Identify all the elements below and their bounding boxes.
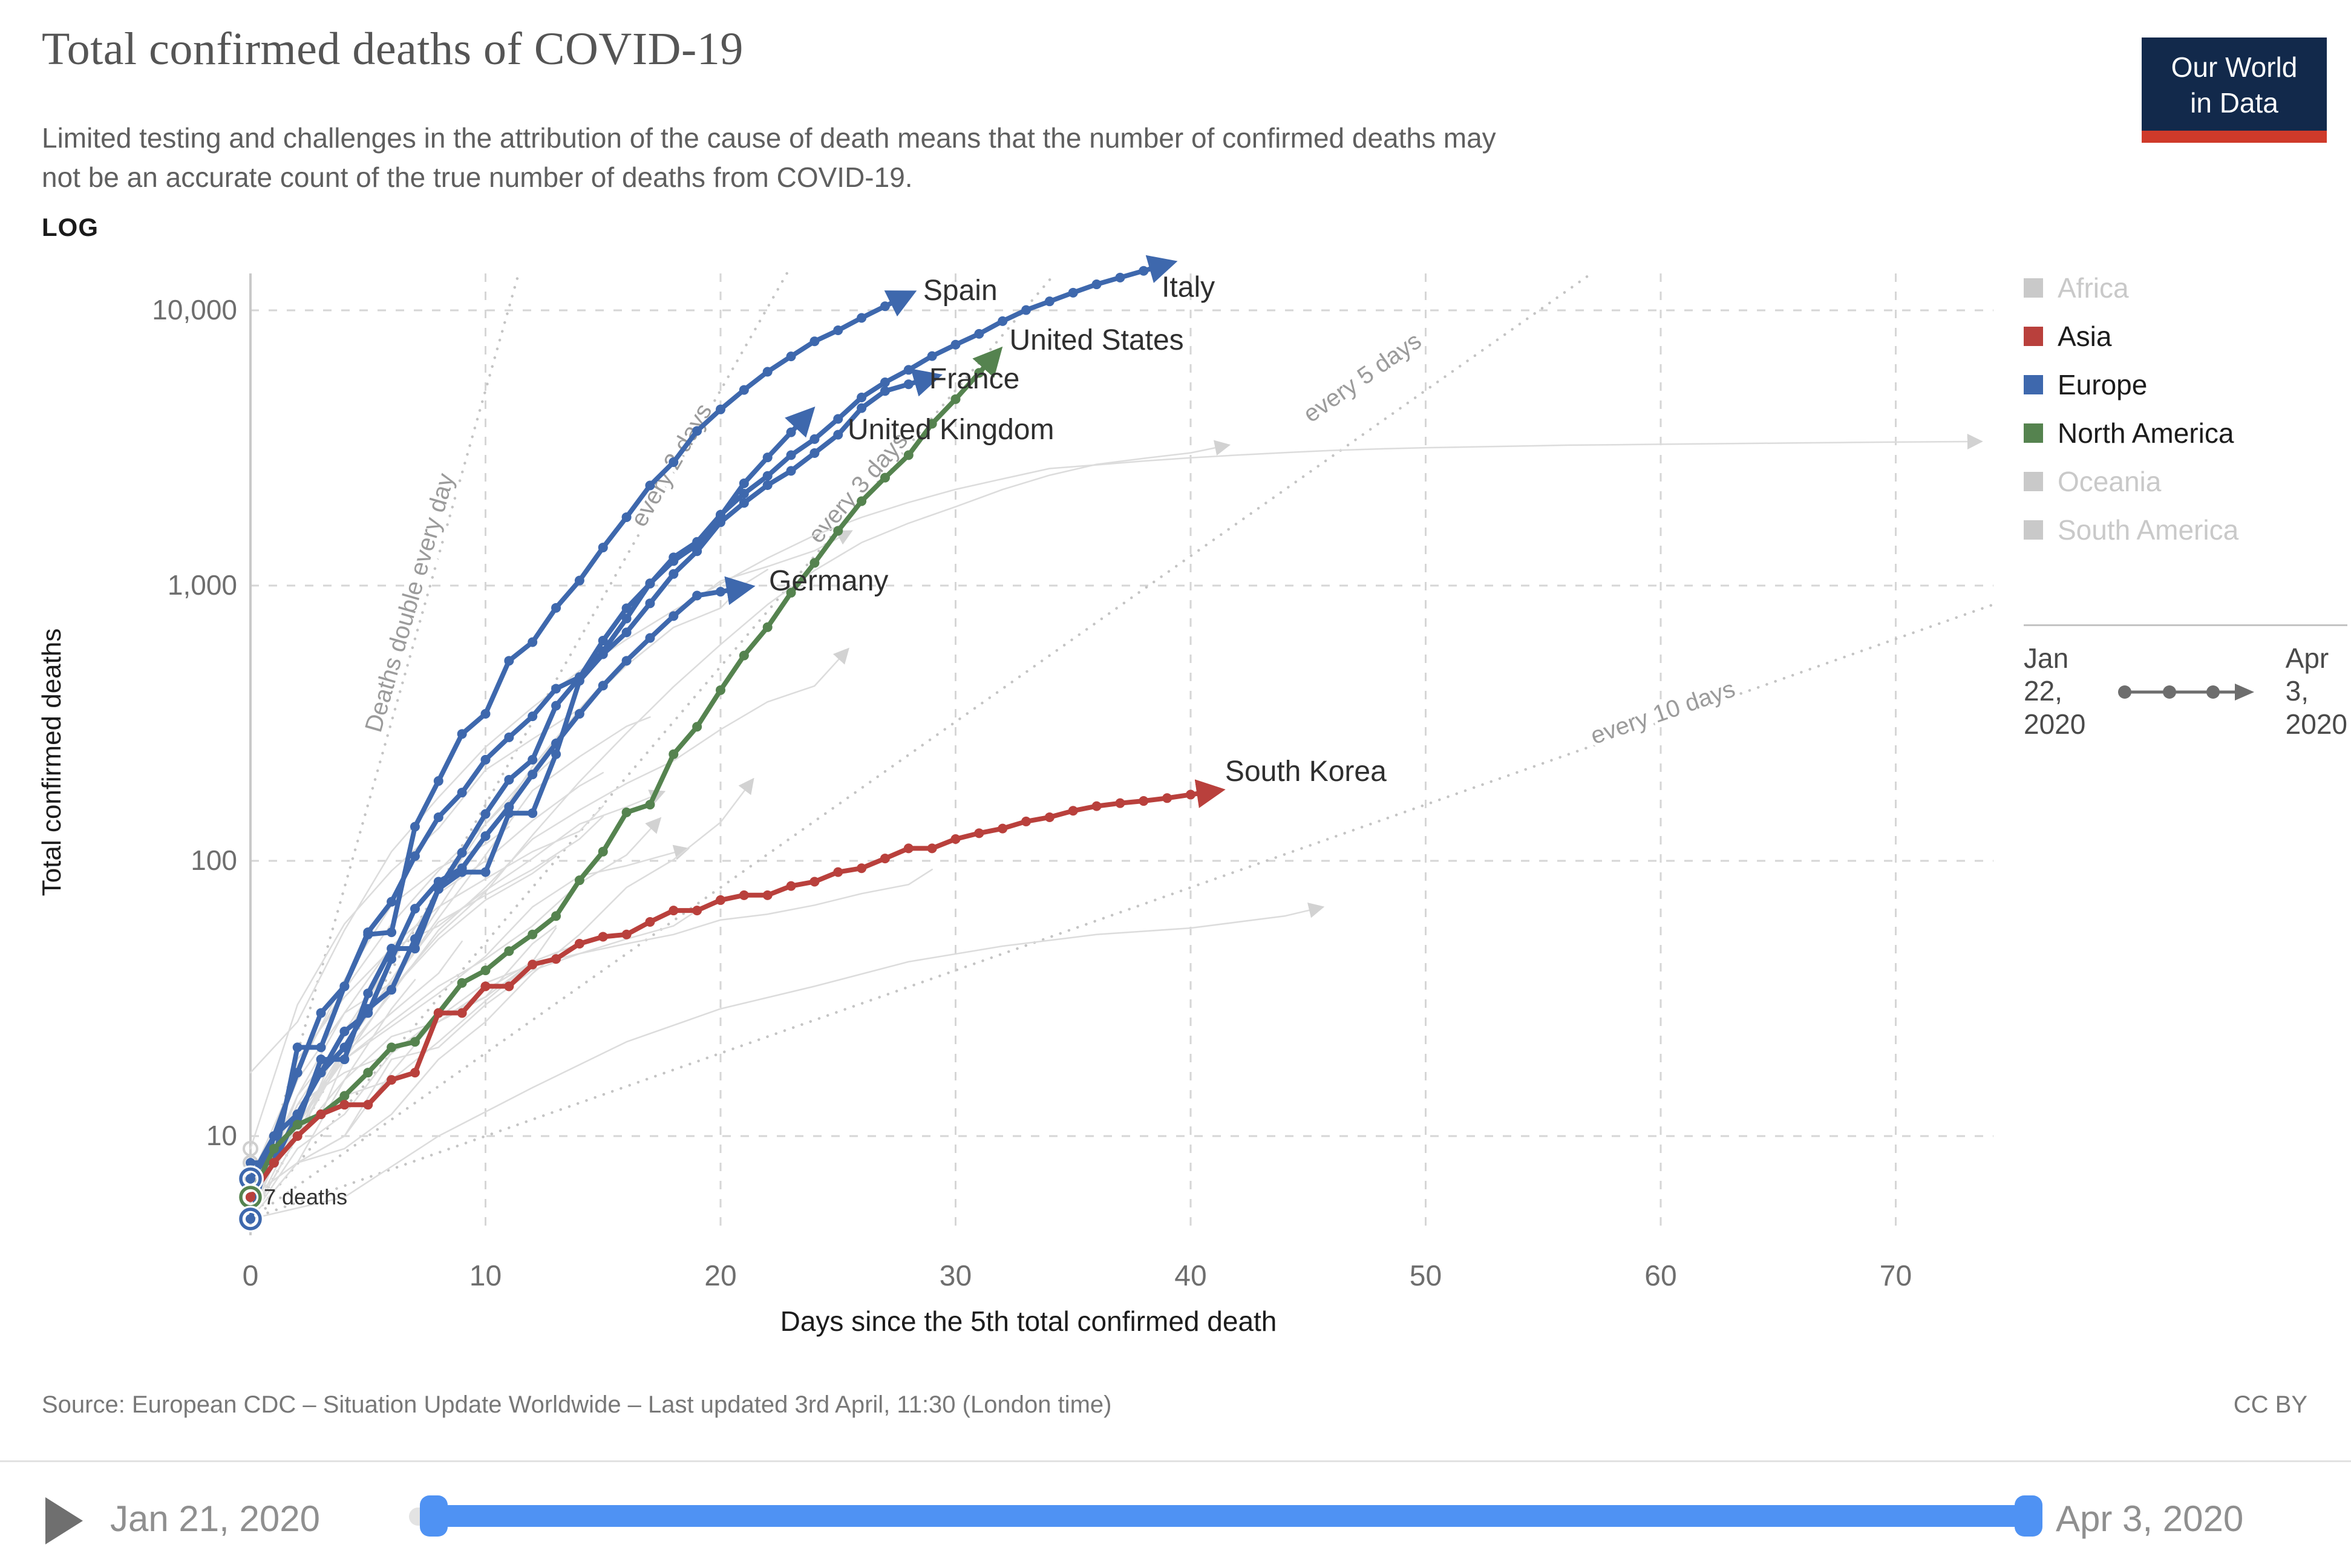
legend-swatch-icon bbox=[2024, 327, 2043, 346]
country-line-china[interactable] bbox=[249, 433, 1983, 1074]
country-line-dominican-republic[interactable] bbox=[249, 940, 463, 1220]
series-south-korea[interactable] bbox=[246, 779, 1226, 1202]
series-label-south-korea: South Korea bbox=[1225, 756, 1387, 788]
subtitle-line-1: Limited testing and challenges in the at… bbox=[42, 122, 1496, 154]
legend-item-label: Asia bbox=[2058, 321, 2112, 352]
country-line-japan[interactable] bbox=[249, 903, 1325, 1220]
series-label-italy: Italy bbox=[1162, 272, 1215, 304]
country-line-switzerland[interactable] bbox=[249, 647, 849, 1220]
owid-logo[interactable]: Our World in Data bbox=[2142, 38, 2327, 143]
series-germany[interactable] bbox=[246, 576, 756, 1202]
series-label-spain: Spain bbox=[923, 275, 998, 307]
legend-item-label: North America bbox=[2058, 417, 2234, 449]
country-line-austria[interactable] bbox=[249, 805, 604, 1198]
legend-divider bbox=[2024, 624, 2347, 626]
legend-item-label: Europe bbox=[2058, 369, 2148, 400]
x-tick-label: 30 bbox=[940, 1260, 972, 1292]
country-line-malaysia[interactable] bbox=[249, 936, 604, 1220]
country-line-egypt[interactable] bbox=[249, 909, 698, 1198]
play-button[interactable] bbox=[43, 1496, 91, 1546]
y-tick-label: 100 bbox=[191, 844, 237, 876]
series-united-states[interactable] bbox=[246, 346, 1003, 1202]
country-line-sweden[interactable] bbox=[249, 716, 651, 1180]
country-line-denmark[interactable] bbox=[249, 855, 557, 1198]
footer-divider bbox=[0, 1460, 2351, 1462]
date-range-start: Jan 22, 2020 bbox=[2024, 642, 2086, 740]
chart-annotations: Italy Spain France United Kingdom Germany Uni… bbox=[237, 272, 1387, 1232]
play-icon bbox=[45, 1497, 83, 1544]
legend-item-africa[interactable]: Africa bbox=[2024, 264, 2347, 312]
country-line-iran[interactable] bbox=[249, 440, 1231, 1198]
legend-swatch-icon bbox=[2024, 520, 2043, 540]
doubling-guide-label: every 5 days bbox=[1298, 327, 1426, 428]
legend-swatch-icon bbox=[2024, 278, 2043, 298]
country-line-greece[interactable] bbox=[249, 936, 604, 1220]
legend-swatch-icon bbox=[2024, 375, 2043, 394]
date-range-end: Apr 3, 2020 bbox=[2285, 642, 2347, 740]
timeline-slider-track[interactable] bbox=[423, 1505, 2033, 1527]
legend: Africa Asia Europe North America Oceania Sout… bbox=[2024, 264, 2347, 740]
country-line-mexico[interactable] bbox=[249, 979, 416, 1220]
legend-swatch-icon bbox=[2024, 423, 2043, 443]
timeline-end-date: Apr 3, 2020 bbox=[2056, 1498, 2244, 1539]
legend-item-north-america[interactable]: North America bbox=[2024, 409, 2347, 457]
date-range-arrow-icon bbox=[2117, 684, 2254, 701]
start-threshold-annotation: 7 deaths bbox=[264, 1184, 347, 1209]
legend-item-asia[interactable]: Asia bbox=[2024, 312, 2347, 361]
x-tick-label: 0 bbox=[243, 1260, 259, 1292]
legend-item-south-america[interactable]: South America bbox=[2024, 506, 2347, 554]
legend-item-label: Oceania bbox=[2058, 466, 2162, 497]
gridlines: 10 100 1,000 10,000 0 10 20 30 40 50 60 70 bbox=[152, 273, 1993, 1292]
series-label-united-states: United States bbox=[1010, 324, 1184, 356]
timeline-handle-start[interactable] bbox=[420, 1495, 448, 1537]
series-united-kingdom[interactable] bbox=[246, 406, 816, 1168]
legend-items: Africa Asia Europe North America Oceania Sout… bbox=[2024, 264, 2347, 554]
x-tick-label: 70 bbox=[1880, 1260, 1912, 1292]
x-tick-label: 60 bbox=[1644, 1260, 1676, 1292]
owid-logo-text: Our World in Data bbox=[2142, 38, 2327, 131]
series-label-france: France bbox=[929, 363, 1019, 395]
doubling-guide-label: every 10 days bbox=[1587, 675, 1739, 750]
y-axis-title: Total confirmed deaths bbox=[37, 629, 67, 897]
license-badge[interactable]: CC BY bbox=[2233, 1391, 2307, 1418]
x-tick-label: 50 bbox=[1410, 1260, 1442, 1292]
country-line-canada[interactable] bbox=[249, 777, 754, 1220]
legend-item-oceania[interactable]: Oceania bbox=[2024, 457, 2347, 506]
country-line-india[interactable] bbox=[249, 925, 557, 1220]
country-line-turkey[interactable] bbox=[249, 687, 604, 1150]
country-line-belgium[interactable] bbox=[249, 569, 768, 1220]
x-tick-label: 40 bbox=[1174, 1260, 1206, 1292]
y-tick-label: 10 bbox=[206, 1120, 237, 1151]
x-axis-title: Days since the 5th total confirmed death bbox=[780, 1305, 1277, 1337]
country-line-ecuador[interactable] bbox=[249, 815, 604, 1220]
subtitle-line-2: not be an accurate count of the true num… bbox=[42, 162, 913, 194]
page-subtitle: Limited testing and challenges in the at… bbox=[42, 119, 1748, 198]
country-line-indonesia[interactable] bbox=[249, 789, 666, 1220]
owid-logo-accent-bar bbox=[2142, 130, 2327, 143]
x-tick-label: 10 bbox=[469, 1260, 502, 1292]
series-label-germany: Germany bbox=[769, 565, 888, 597]
timeline-start-date: Jan 21, 2020 bbox=[110, 1498, 320, 1539]
doubling-guide-label: Deaths double every day bbox=[360, 471, 459, 735]
highlighted-country-lines[interactable] bbox=[246, 255, 1226, 1224]
timeline-handle-end[interactable] bbox=[2015, 1495, 2042, 1537]
page-title: Total confirmed deaths of COVID-19 bbox=[42, 24, 744, 74]
legend-item-label: South America bbox=[2058, 514, 2239, 546]
legend-item-label: Africa bbox=[2058, 272, 2129, 304]
y-tick-label: 1,000 bbox=[168, 569, 237, 601]
series-label-united-kingdom: United Kingdom bbox=[848, 414, 1055, 446]
source-text: Source: European CDC – Situation Update … bbox=[42, 1391, 1112, 1418]
source-row: Source: European CDC – Situation Update … bbox=[42, 1391, 2307, 1419]
legend-swatch-icon bbox=[2024, 472, 2043, 491]
date-range: Jan 22, 2020 Apr 3, 2020 bbox=[2024, 642, 2347, 740]
legend-item-europe[interactable]: Europe bbox=[2024, 361, 2347, 409]
y-tick-label: 10,000 bbox=[152, 294, 237, 325]
x-tick-label: 20 bbox=[704, 1260, 736, 1292]
log-scale-toggle[interactable]: LOG bbox=[42, 213, 99, 241]
